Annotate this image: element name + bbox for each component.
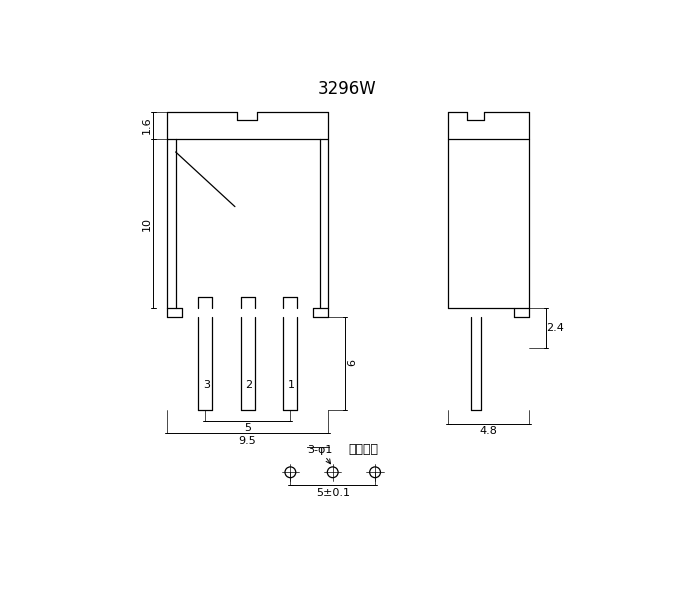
Text: 10: 10 <box>141 217 152 231</box>
Text: 9.5: 9.5 <box>238 435 256 446</box>
Text: 安装尺寸: 安装尺寸 <box>349 443 378 456</box>
Text: 3-φ1: 3-φ1 <box>307 445 332 455</box>
Text: 5: 5 <box>244 423 250 434</box>
Text: 6: 6 <box>347 359 357 367</box>
Text: 2.4: 2.4 <box>546 323 564 333</box>
Text: 3: 3 <box>203 380 211 389</box>
Text: 5±0.1: 5±0.1 <box>315 488 350 498</box>
Text: 3296W: 3296W <box>318 80 376 98</box>
Text: 4.8: 4.8 <box>479 426 497 437</box>
Text: 1.6: 1.6 <box>141 116 152 134</box>
Text: 2: 2 <box>246 380 253 389</box>
Text: 1: 1 <box>288 380 295 389</box>
